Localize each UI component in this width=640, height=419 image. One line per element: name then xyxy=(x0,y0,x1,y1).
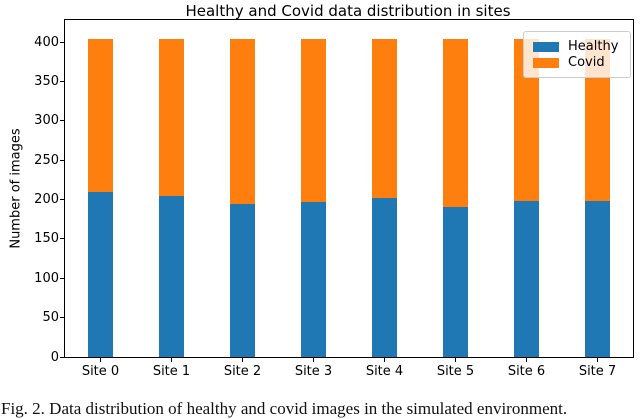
x-tick-mark xyxy=(384,358,385,362)
bar-segment-healthy-1 xyxy=(159,196,184,357)
y-tick-label: 0 xyxy=(50,349,59,365)
legend-swatch-healthy xyxy=(533,41,559,52)
bar-segment-healthy-0 xyxy=(88,192,113,357)
bar-segment-covid-2 xyxy=(230,38,255,205)
x-tick-mark xyxy=(455,358,456,362)
y-tick-mark xyxy=(60,41,64,43)
y-tick-label: 400 xyxy=(34,34,59,50)
bar-segment-healthy-4 xyxy=(372,197,397,357)
legend-label-healthy: Healthy xyxy=(568,39,619,54)
y-tick-label: 300 xyxy=(34,113,59,129)
legend-swatch-covid xyxy=(533,57,559,68)
x-tick-mark xyxy=(242,358,243,362)
x-tick-mark xyxy=(597,358,598,362)
bar-segment-healthy-2 xyxy=(230,204,255,357)
y-tick-mark xyxy=(60,199,64,201)
y-tick-mark xyxy=(60,277,64,279)
y-tick-label: 200 xyxy=(34,192,59,208)
x-tick-label-2: Site 2 xyxy=(223,364,262,379)
x-tick-label-1: Site 1 xyxy=(152,364,191,379)
y-tick-mark xyxy=(60,159,64,161)
x-tick-label-6: Site 6 xyxy=(507,364,546,379)
x-tick-mark xyxy=(100,358,101,362)
y-tick-mark xyxy=(60,317,64,319)
figure-caption: Fig. 2. Data distribution of healthy and… xyxy=(1,399,568,418)
x-tick-label-3: Site 3 xyxy=(294,364,333,379)
bar-segment-covid-1 xyxy=(159,38,184,197)
bar-segment-covid-5 xyxy=(443,38,468,207)
bar-segment-healthy-3 xyxy=(301,201,326,357)
bar-segment-covid-3 xyxy=(301,38,326,202)
bar-segment-covid-4 xyxy=(372,38,397,198)
x-tick-label-5: Site 5 xyxy=(436,364,475,379)
y-tick-label: 100 xyxy=(34,270,59,286)
bar-segment-healthy-5 xyxy=(443,206,468,357)
x-tick-label-0: Site 0 xyxy=(81,364,120,379)
x-tick-label-4: Site 4 xyxy=(365,364,404,379)
chart-title: Healthy and Covid data distribution in s… xyxy=(185,2,511,20)
y-tick-mark xyxy=(60,120,64,122)
y-tick-mark xyxy=(60,356,64,358)
bar-segment-healthy-6 xyxy=(514,201,539,357)
y-tick-mark xyxy=(60,238,64,240)
legend-entry-covid: Covid xyxy=(533,55,620,70)
x-tick-label-7: Site 7 xyxy=(578,364,617,379)
legend-label-covid: Covid xyxy=(568,55,605,70)
legend: Healthy Covid xyxy=(523,31,631,78)
bar-segment-healthy-7 xyxy=(585,201,610,357)
x-tick-mark xyxy=(313,358,314,362)
y-tick-label: 50 xyxy=(42,310,59,326)
x-tick-mark xyxy=(171,358,172,362)
x-tick-mark xyxy=(526,358,527,362)
y-tick-label: 150 xyxy=(34,231,59,247)
bar-segment-covid-0 xyxy=(88,38,113,193)
legend-entry-healthy: Healthy xyxy=(533,39,620,54)
y-tick-label: 350 xyxy=(34,73,59,89)
y-tick-mark xyxy=(60,80,64,82)
plot-area: 0 50 100 150 200 250 300 350 400 Site 0 Site 1 Sit… xyxy=(34,19,634,379)
y-tick-label: 250 xyxy=(34,152,59,168)
